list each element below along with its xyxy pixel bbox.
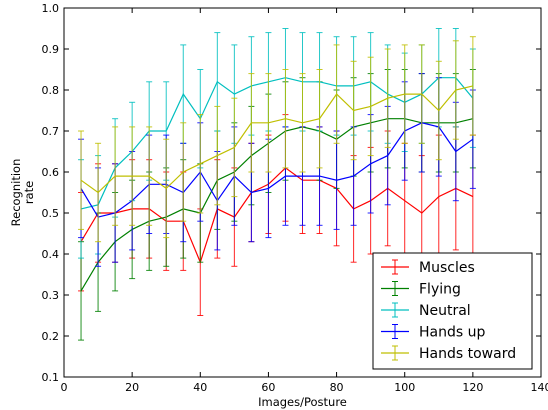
- series-line: [80, 85, 474, 194]
- y-tick-label: 0.6: [42, 166, 60, 179]
- legend-entry: Neutral: [381, 302, 471, 319]
- x-tick-label: 20: [125, 381, 139, 394]
- x-axis-label: Images/Posture: [258, 395, 347, 409]
- series-line: [80, 167, 474, 264]
- legend-entry: Muscles: [381, 259, 475, 276]
- x-tick-label: 0: [61, 381, 68, 394]
- legend: Muscles Flying Neutral Hands up Hands toward: [372, 252, 533, 370]
- legend-box: [372, 252, 533, 370]
- x-tick-label: 60: [261, 381, 275, 394]
- y-tick-label: 0.1: [42, 371, 60, 384]
- legend-entry: Flying: [381, 281, 461, 298]
- legend-label: Neutral: [419, 303, 471, 319]
- series-layer: [78, 28, 476, 341]
- y-tick-label: 0.9: [42, 43, 60, 56]
- y-tick-label: 0.8: [42, 84, 60, 97]
- y-tick-label: 0.7: [42, 125, 60, 138]
- plot-frame: [63, 7, 542, 378]
- y-tick-label: 0.3: [42, 289, 60, 302]
- legend-label: Hands toward: [419, 346, 516, 362]
- legend-entry: Hands toward: [381, 345, 516, 362]
- y-tick-label: 1.0: [42, 2, 60, 15]
- y-tick-label: 0.2: [42, 330, 60, 343]
- y-tick-label: 0.5: [42, 207, 60, 220]
- ticks-layer: 0 20 40 60 80 100 120 140 0.1 0.2 0.3 0.4 0.5 0.6 0.7 0…: [42, 2, 548, 394]
- series-line: [80, 118, 474, 292]
- series-hands-toward: [78, 36, 476, 243]
- legend-label: Hands up: [419, 325, 485, 341]
- x-tick-label: 100: [394, 381, 415, 394]
- x-tick-label: 120: [462, 381, 483, 394]
- x-tick-label: 80: [330, 381, 344, 394]
- x-tick-label: 40: [193, 381, 207, 394]
- y-tick-label: 0.4: [42, 248, 60, 261]
- y-axis-label: Recognition: [9, 159, 23, 227]
- legend-label: Muscles: [419, 260, 475, 276]
- legend-entry: Hands up: [381, 324, 485, 341]
- y-axis-label: rate: [22, 181, 36, 204]
- legend-label: Flying: [419, 282, 461, 298]
- x-tick-label: 140: [531, 381, 548, 394]
- series-line: [80, 77, 474, 210]
- series-line: [80, 122, 474, 218]
